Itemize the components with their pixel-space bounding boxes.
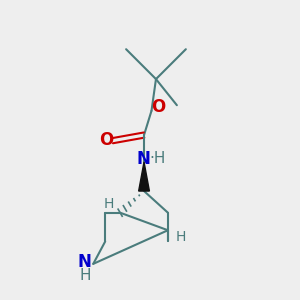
Text: H: H [79,268,91,283]
Text: O: O [99,131,113,149]
Text: H: H [175,230,186,244]
Text: H: H [103,197,114,212]
Text: N: N [136,150,150,168]
Polygon shape [139,162,149,191]
Text: O: O [151,98,165,116]
Text: ·H: ·H [149,152,166,166]
Text: N: N [78,253,92,271]
